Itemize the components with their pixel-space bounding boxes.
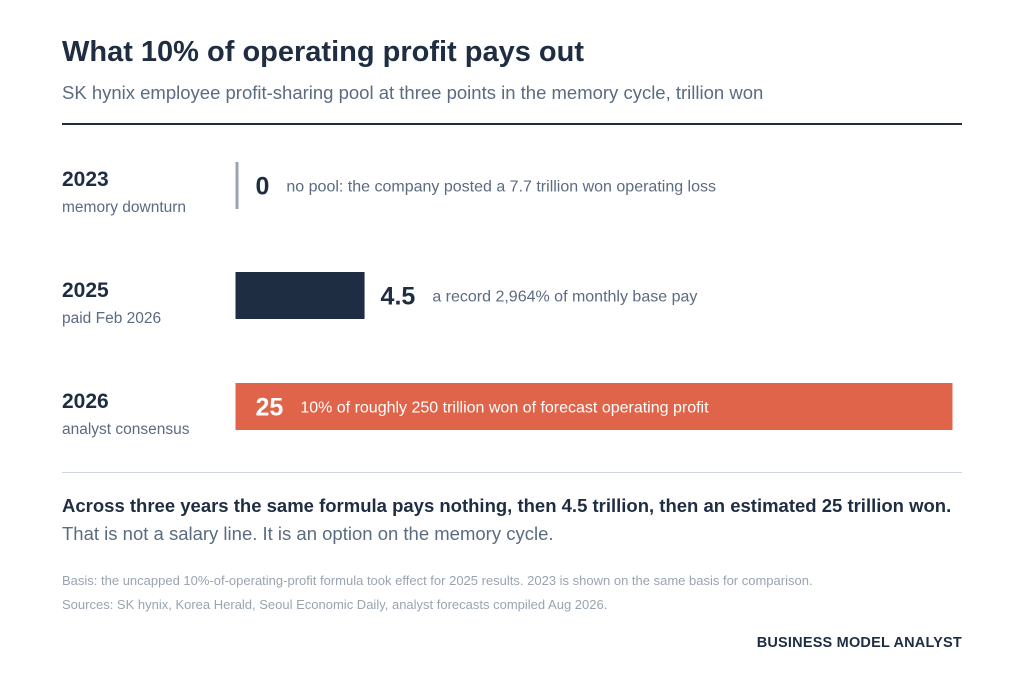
value-label-2026: 25: [256, 394, 284, 422]
value-label-2025: 4.5: [381, 283, 416, 311]
bar-2026: [235, 383, 953, 430]
brand-wordmark: BUSINESS MODEL ANALYST: [756, 635, 962, 651]
zero-marker-2023: [235, 162, 239, 209]
category-label-2026: 2026: [62, 390, 109, 413]
category-label-2025: 2025: [62, 279, 109, 302]
value-label-2023: 0: [256, 173, 270, 201]
category-sublabel-2025: paid Feb 2026: [62, 310, 162, 327]
category-sublabel-2026: analyst consensus: [62, 421, 190, 438]
chart-title: What 10% of operating profit pays out: [62, 36, 585, 68]
basis-note: Basis: the uncapped 10%-of-operating-pro…: [62, 573, 813, 588]
takeaway-headline: Across three years the same formula pays…: [62, 495, 952, 516]
annotation-2025: a record 2,964% of monthly base pay: [432, 289, 697, 306]
sources-note: Sources: SK hynix, Korea Herald, Seoul E…: [62, 597, 608, 612]
bar-2025: [235, 272, 365, 319]
bottom-divider: [62, 472, 962, 473]
category-sublabel-2023: memory downturn: [62, 199, 187, 216]
takeaway-subline: That is not a salary line. It is an opti…: [62, 523, 554, 544]
top-divider: [62, 123, 962, 125]
annotation-2023: no pool: the company posted a 7.7 trilli…: [286, 179, 716, 196]
category-label-2023: 2023: [62, 168, 109, 191]
annotation-2026: 10% of roughly 250 trillion won of forec…: [300, 400, 709, 417]
chart-subtitle: SK hynix employee profit-sharing pool at…: [62, 82, 764, 103]
